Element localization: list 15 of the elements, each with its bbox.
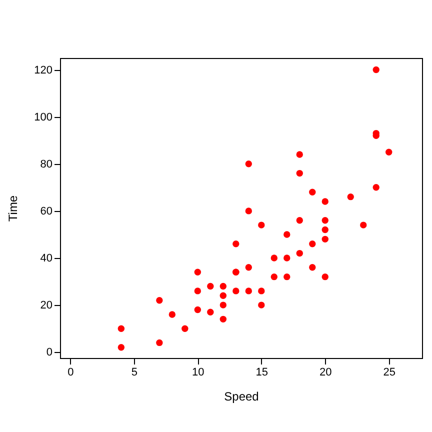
y-tick-label: 20 [40,300,52,312]
x-axis-title: Speed [224,390,259,404]
y-tick-label: 60 [40,205,52,218]
x-tick-label: 10 [192,366,204,378]
x-tick-label: 15 [256,366,268,378]
x-tick-label: 5 [131,366,138,378]
y-tick-label: 0 [46,346,52,359]
y-tick-label: 120 [34,64,52,76]
x-tick-label: 20 [320,366,332,378]
y-tick-label: 100 [34,111,52,124]
x-tick-label: 25 [383,366,396,378]
y-tick-label: 80 [40,158,52,170]
y-tick-label: 40 [40,252,52,264]
y-axis-title: Time [6,195,20,222]
x-tick-label: 0 [68,366,74,378]
